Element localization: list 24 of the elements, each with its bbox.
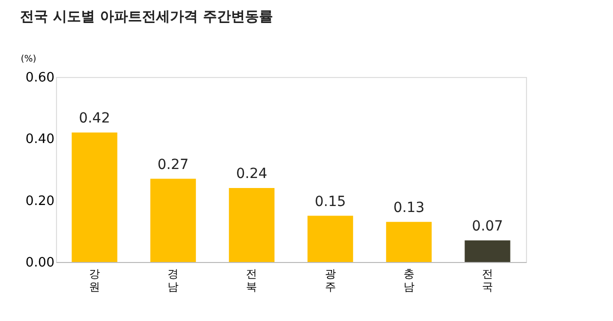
chart-title: 전국 시도별 아파트전세가격 주간변동률 [20, 9, 273, 25]
x-tick-label: 광주 [324, 268, 336, 294]
x-tick-label: 전국 [482, 268, 493, 294]
bar [464, 240, 510, 262]
data-label: 0.42 [78, 110, 110, 126]
y-tick-label: 0.40 [26, 132, 54, 148]
x-tick-label: 경남 [168, 268, 179, 294]
data-label: 0.07 [472, 218, 504, 234]
y-tick-label: 0.60 [26, 70, 54, 86]
x-tick-label: 충남 [403, 268, 414, 294]
bar [228, 188, 274, 262]
data-label: 0.13 [393, 200, 424, 216]
data-label: 0.24 [236, 166, 268, 182]
y-axis-title: (%) [20, 54, 36, 64]
data-label: 0.27 [158, 156, 189, 173]
y-tick-label: 0.20 [26, 194, 54, 209]
x-tick-label: 전북 [246, 268, 258, 294]
bar [386, 222, 432, 262]
bar [72, 132, 118, 262]
y-tick-label: 0.00 [26, 256, 54, 270]
x-tick-label: 강원 [89, 268, 100, 294]
data-label: 0.15 [314, 194, 346, 210]
bar [150, 178, 196, 262]
bar [308, 216, 354, 262]
